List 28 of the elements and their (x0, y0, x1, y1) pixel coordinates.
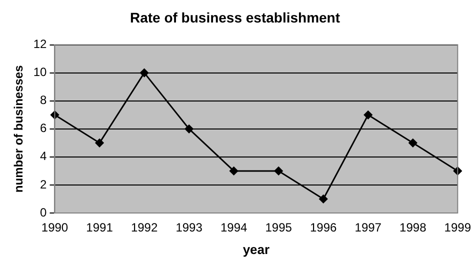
x-tick-label: 1990 (41, 220, 68, 235)
x-tick-label: 1998 (400, 220, 427, 235)
y-tick-label: 10 (33, 65, 48, 80)
x-tick-label: 1992 (130, 220, 158, 235)
y-tick-label: 0 (40, 205, 48, 220)
point (364, 110, 372, 120)
x-tick-label: 1996 (310, 220, 338, 235)
x-tick-label: 1991 (86, 220, 114, 235)
x-axis-title: year (242, 242, 270, 257)
point (408, 138, 418, 148)
point (274, 166, 283, 176)
y-tick-label: 4 (40, 149, 48, 164)
point (95, 138, 104, 148)
y-tick-label: 6 (40, 121, 48, 136)
y-tick-label: 8 (40, 93, 48, 108)
x-tick-label: 1994 (220, 220, 248, 235)
point (230, 166, 238, 176)
chart-title: Rate of business establishment (130, 9, 340, 26)
x-tick-label: 1993 (176, 220, 203, 235)
point (184, 124, 194, 134)
x-tick-label: 1995 (265, 220, 292, 235)
x-tick-label: 1999 (444, 220, 472, 235)
point (319, 194, 328, 204)
y-tick-label: 12 (33, 37, 48, 52)
y-axis-title: number of businesses (12, 64, 26, 193)
x-tick-label: 1997 (354, 220, 382, 235)
point (140, 68, 149, 78)
y-tick-label: 2 (40, 177, 48, 192)
